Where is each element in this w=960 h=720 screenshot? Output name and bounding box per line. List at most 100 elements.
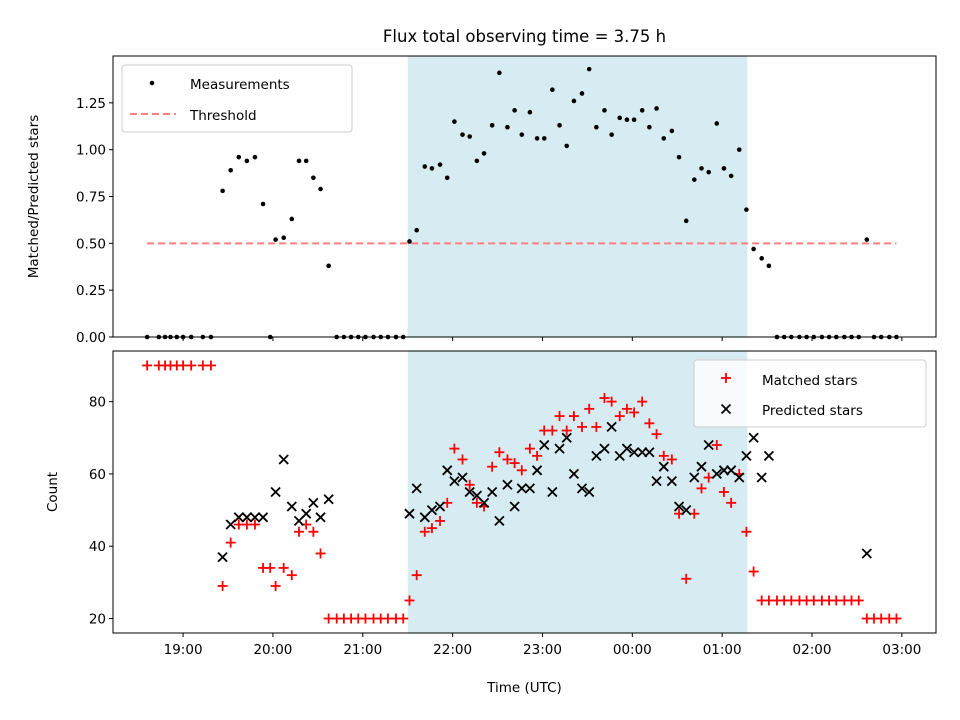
measurement-point xyxy=(631,117,637,122)
predicted-star-point xyxy=(621,443,633,454)
legend-measurements-label: Measurements xyxy=(190,77,290,93)
x-stroke xyxy=(233,512,244,523)
matched-star-point xyxy=(629,407,640,418)
x-stroke xyxy=(217,551,228,563)
measurement-point xyxy=(609,132,614,137)
count-y-ticks: 20 40 60 80 xyxy=(89,395,113,628)
x-stroke xyxy=(734,472,745,483)
x-stroke xyxy=(763,450,775,461)
x-tick-label: 22:00 xyxy=(433,642,472,658)
measurement-point xyxy=(683,218,689,224)
x-stroke xyxy=(673,501,685,512)
measurement-point xyxy=(467,134,472,139)
measurement-point xyxy=(489,123,495,128)
measurement-point xyxy=(534,136,540,141)
measurement-point xyxy=(579,91,585,96)
x-stroke xyxy=(748,432,759,443)
predicted-star-point xyxy=(547,486,558,498)
matched-star-point xyxy=(464,479,475,490)
y-tick-label: 0.25 xyxy=(76,283,106,299)
matched-star-point xyxy=(681,573,692,584)
measurement-point xyxy=(289,216,295,222)
x-stroke xyxy=(524,483,536,494)
matched-star-point xyxy=(502,454,513,465)
x-stroke xyxy=(726,465,737,476)
measurement-point xyxy=(550,87,555,93)
measurement-point xyxy=(602,108,607,113)
count-legend-box xyxy=(693,359,927,428)
x-stroke xyxy=(554,443,565,454)
measurement-point xyxy=(474,158,480,164)
measurement-point xyxy=(571,98,577,104)
matched-star-point xyxy=(516,465,527,476)
predicted-star-point xyxy=(516,483,527,494)
x-stroke xyxy=(741,450,752,461)
predicted-star-point xyxy=(301,508,312,519)
predicted-star-point xyxy=(711,468,722,480)
x-stroke xyxy=(404,508,415,519)
measurement-point xyxy=(759,256,764,261)
matched-star-point xyxy=(308,526,319,537)
matched-star-point xyxy=(568,411,579,422)
measurement-point xyxy=(497,70,502,76)
measurement-point xyxy=(444,175,450,181)
x-stroke xyxy=(861,548,872,559)
y-tick-label: 40 xyxy=(89,539,106,555)
predicted-star-point xyxy=(696,461,707,472)
matched-star-point xyxy=(658,450,669,461)
predicted-star-point xyxy=(233,512,244,523)
predicted-star-point xyxy=(241,512,253,523)
x-stroke xyxy=(628,447,640,458)
matched-star-point xyxy=(186,360,197,371)
measurement-point xyxy=(422,164,428,169)
x-tick-label: 19:00 xyxy=(164,642,203,658)
matched-star-point xyxy=(741,526,752,537)
time-x-axis-label: Time (UTC) xyxy=(486,680,562,696)
measurement-point xyxy=(252,154,258,160)
x-stroke xyxy=(516,483,527,494)
y-tick-label: 0.75 xyxy=(76,190,106,206)
predicted-star-point xyxy=(404,508,415,519)
predicted-star-point xyxy=(411,483,422,494)
y-tick-label: 1.00 xyxy=(76,143,106,159)
matched-star-point xyxy=(398,613,409,624)
matched-star-point xyxy=(249,519,260,530)
matched-star-point xyxy=(494,447,505,458)
matched-star-point xyxy=(205,360,216,371)
x-stroke xyxy=(531,465,543,476)
measurement-point xyxy=(676,154,682,160)
measurement-point xyxy=(228,167,233,173)
ratio-x-ticks xyxy=(182,337,903,341)
matched-star-point xyxy=(726,497,737,508)
x-stroke xyxy=(658,461,669,472)
matched-star-point xyxy=(217,581,228,591)
measurement-point xyxy=(512,108,517,113)
x-stroke xyxy=(599,443,610,454)
x-stroke xyxy=(703,439,714,451)
predicted-star-point xyxy=(426,504,438,516)
measurement-point xyxy=(236,154,242,160)
measurement-point xyxy=(527,109,533,115)
predicted-star-point xyxy=(464,486,475,498)
predicted-star-point xyxy=(734,472,745,483)
x-stroke xyxy=(478,497,490,508)
x-stroke xyxy=(308,497,319,508)
x-stroke xyxy=(286,501,297,512)
predicted-star-point xyxy=(576,483,588,494)
measurement-point xyxy=(594,124,599,130)
predicted-star-point xyxy=(524,483,536,494)
x-stroke xyxy=(270,486,281,498)
predicted-star-point xyxy=(748,432,759,443)
matched-star-point xyxy=(606,396,617,407)
predicted-star-point xyxy=(478,497,490,508)
x-stroke xyxy=(457,472,468,483)
predicted-star-point xyxy=(249,512,261,523)
legend-x-glyph xyxy=(720,403,732,415)
ratio-legend: Measurements Threshold xyxy=(121,64,353,133)
y-tick-label: 20 xyxy=(89,612,106,628)
x-stroke xyxy=(225,519,236,530)
measurement-point xyxy=(281,235,287,241)
legend-plus-glyph xyxy=(721,373,731,383)
measurement-point xyxy=(766,263,772,269)
matched-star-point xyxy=(509,458,520,469)
